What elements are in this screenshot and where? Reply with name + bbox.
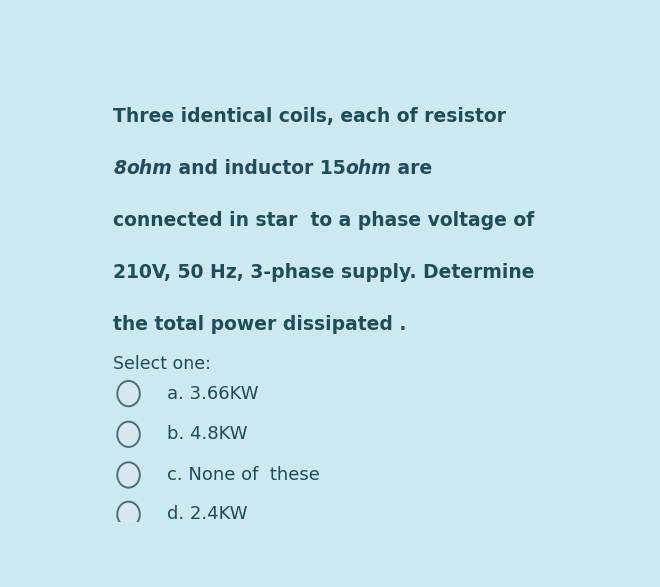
Text: 210V, 50 Hz, 3-phase supply. Determine: 210V, 50 Hz, 3-phase supply. Determine [114, 262, 535, 282]
Text: the total power dissipated .: the total power dissipated . [114, 315, 407, 333]
Text: connected in star  to a phase voltage of: connected in star to a phase voltage of [114, 211, 535, 230]
Text: d. 2.4KW: d. 2.4KW [167, 505, 248, 523]
Ellipse shape [117, 381, 140, 406]
Ellipse shape [117, 502, 140, 527]
Text: and inductor 15: and inductor 15 [172, 158, 346, 178]
Text: are: are [391, 158, 433, 178]
Text: ohm: ohm [126, 158, 172, 178]
Text: a. 3.66KW: a. 3.66KW [167, 384, 259, 403]
Text: Three identical coils, each of resistor: Three identical coils, each of resistor [114, 107, 506, 126]
Text: 8: 8 [114, 158, 126, 178]
Text: Select one:: Select one: [114, 355, 211, 373]
Ellipse shape [117, 421, 140, 447]
Text: ohm: ohm [346, 158, 391, 178]
Ellipse shape [117, 463, 140, 488]
Text: b. 4.8KW: b. 4.8KW [167, 426, 248, 443]
Text: c. None of  these: c. None of these [167, 466, 320, 484]
